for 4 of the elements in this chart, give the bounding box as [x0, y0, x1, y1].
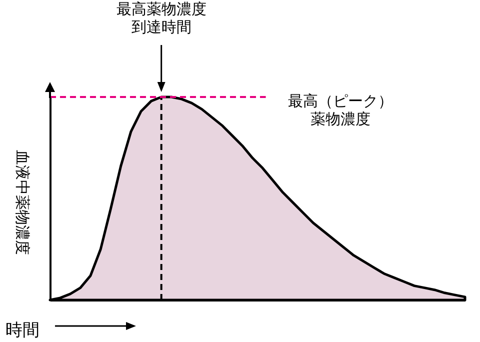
x-axis-title: 時間 [6, 320, 40, 340]
ref-line-label: 最高（ピーク）薬物濃度 [288, 92, 393, 128]
y-axis-title: 血液中薬物濃度 [14, 150, 32, 255]
text: 最高薬物濃度到達時間 [116, 0, 206, 36]
